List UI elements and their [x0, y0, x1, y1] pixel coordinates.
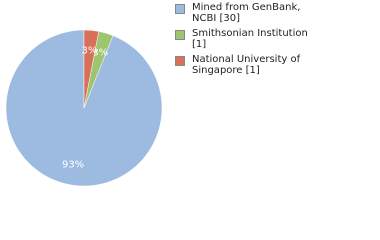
legend-label: Mined from GenBank, NCBI [30]: [192, 2, 301, 24]
pie-area: 93% 3%3%: [5, 29, 163, 187]
legend-swatch: [175, 4, 185, 14]
legend: Mined from GenBank, NCBI [30] Smithsonian…: [174, 2, 374, 80]
value-label: 3%: [82, 46, 98, 57]
legend-label: Smithsonian Institution [1]: [192, 28, 308, 50]
legend-item: Smithsonian Institution [1]: [174, 28, 322, 50]
value-label: 3%: [92, 48, 108, 59]
legend-item: Mined from GenBank, NCBI [30]: [174, 2, 322, 24]
pie-slice: [83, 29, 100, 109]
legend-item: National University of Singapore [1]: [174, 54, 322, 76]
value-label: 93%: [62, 160, 84, 171]
legend-swatch: [175, 56, 185, 66]
legend-swatch: [175, 30, 185, 40]
legend-label: National University of Singapore [1]: [192, 54, 301, 76]
